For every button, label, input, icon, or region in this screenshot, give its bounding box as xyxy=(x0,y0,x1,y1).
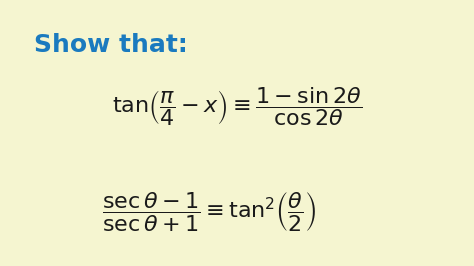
Text: $\dfrac{\sec\theta - 1}{\sec\theta + 1} \equiv \tan^2\!\left(\dfrac{\theta}{2}\r: $\dfrac{\sec\theta - 1}{\sec\theta + 1} … xyxy=(101,190,316,234)
Text: Show that:: Show that: xyxy=(35,33,188,57)
Text: $\tan\!\left(\dfrac{\pi}{4} - x\right) \equiv \dfrac{1 - \sin 2\theta}{\cos 2\th: $\tan\!\left(\dfrac{\pi}{4} - x\right) \… xyxy=(112,85,362,128)
